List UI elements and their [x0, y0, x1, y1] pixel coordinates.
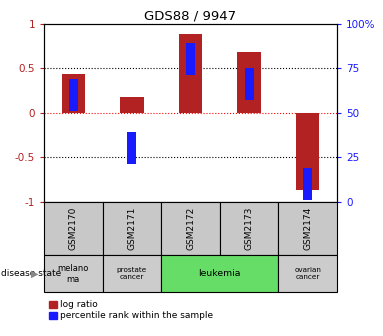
Bar	[245, 68, 254, 100]
Bar	[278, 255, 337, 292]
Text: melano
ma: melano ma	[58, 264, 89, 284]
Title: GDS88 / 9947: GDS88 / 9947	[144, 9, 237, 23]
Text: GSM2170: GSM2170	[69, 207, 78, 250]
Bar	[220, 202, 278, 255]
Bar	[278, 202, 337, 255]
Text: GSM2174: GSM2174	[303, 207, 312, 250]
Bar	[296, 113, 319, 190]
Text: ▶: ▶	[31, 269, 38, 279]
Bar	[44, 202, 103, 255]
Text: disease state: disease state	[1, 269, 61, 278]
Text: GSM2171: GSM2171	[128, 207, 136, 250]
Bar	[62, 74, 85, 113]
Text: leukemia: leukemia	[199, 269, 241, 278]
Bar	[237, 52, 261, 113]
Bar	[161, 202, 220, 255]
Bar	[44, 255, 103, 292]
Bar	[161, 255, 278, 292]
Bar	[120, 96, 144, 113]
Bar	[303, 168, 312, 200]
Text: GSM2172: GSM2172	[186, 207, 195, 250]
Bar	[186, 43, 195, 75]
Bar	[179, 34, 202, 113]
Legend: log ratio, percentile rank within the sample: log ratio, percentile rank within the sa…	[49, 300, 213, 321]
Bar	[103, 202, 161, 255]
Text: ovarian
cancer: ovarian cancer	[294, 267, 321, 280]
Bar	[103, 255, 161, 292]
Bar	[69, 79, 78, 111]
Bar	[128, 132, 136, 164]
Text: prostate
cancer: prostate cancer	[117, 267, 147, 280]
Text: GSM2173: GSM2173	[245, 207, 254, 250]
